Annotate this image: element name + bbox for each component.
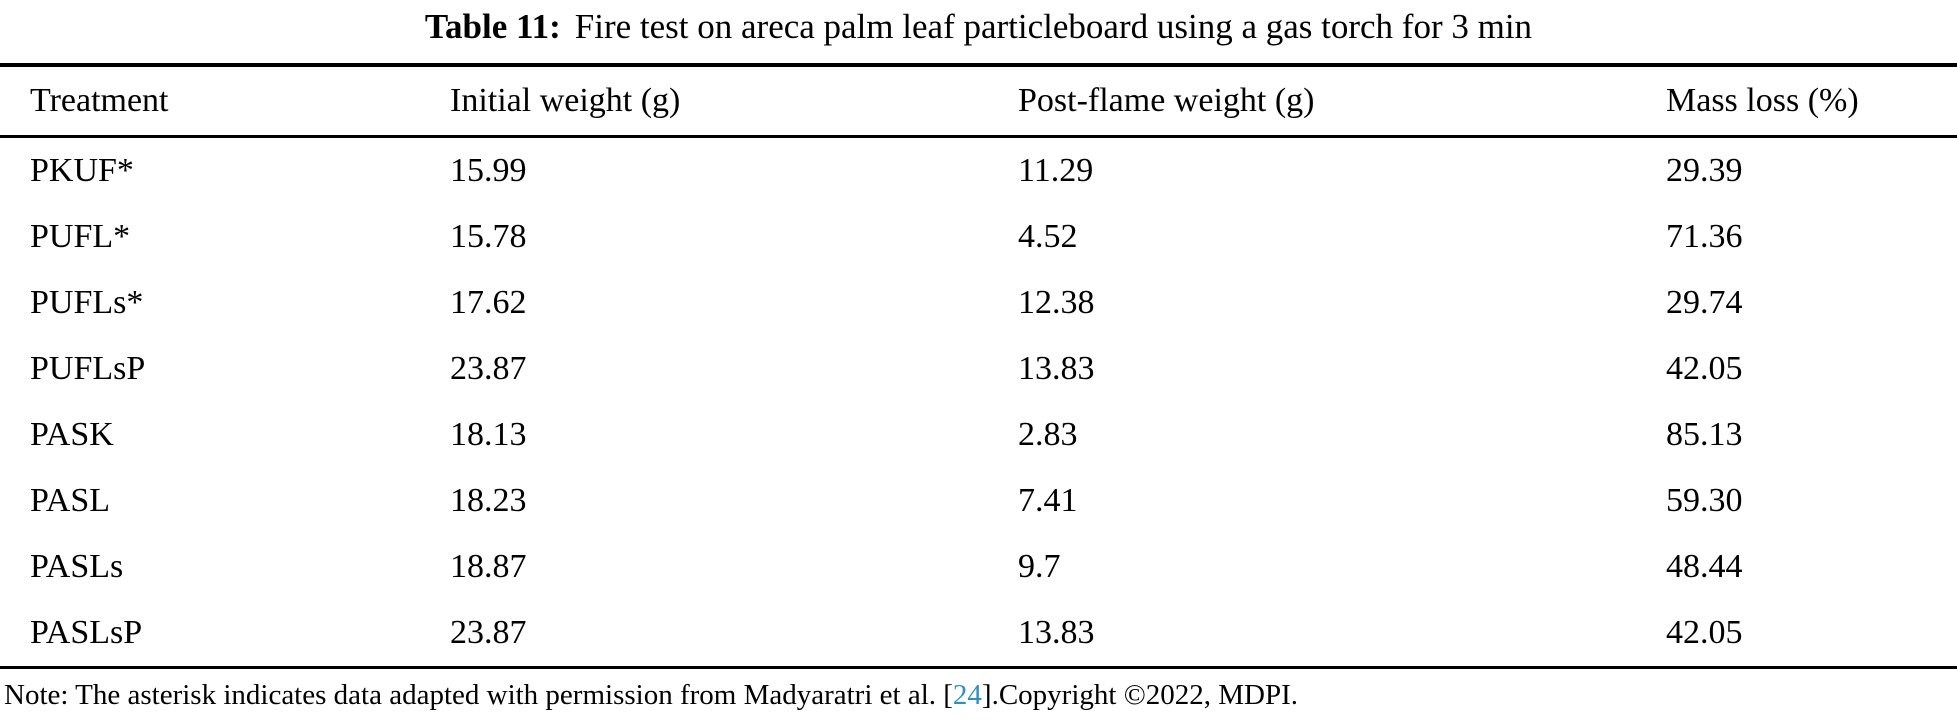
cell-post-flame-weight: 13.83 bbox=[1018, 614, 1095, 651]
cell-initial-weight: 18.87 bbox=[450, 548, 527, 585]
header-rule-divider bbox=[0, 135, 1957, 138]
bottom-rule-divider bbox=[0, 666, 1957, 669]
cell-post-flame-weight: 2.83 bbox=[1018, 416, 1078, 453]
cell-mass-loss: 42.05 bbox=[1666, 350, 1743, 387]
cell-treatment: PUFLs* bbox=[30, 284, 144, 321]
cell-initial-weight: 23.87 bbox=[450, 350, 527, 387]
citation-link[interactable]: 24 bbox=[952, 679, 982, 711]
cell-mass-loss: 29.74 bbox=[1666, 284, 1743, 321]
cell-initial-weight: 18.13 bbox=[450, 416, 527, 453]
cell-post-flame-weight: 13.83 bbox=[1018, 350, 1095, 387]
cell-mass-loss: 59.30 bbox=[1666, 482, 1743, 519]
column-header-initial-weight: Initial weight (g) bbox=[450, 82, 681, 119]
cell-treatment: PASL bbox=[30, 482, 111, 519]
cell-post-flame-weight: 4.52 bbox=[1018, 218, 1078, 255]
cell-treatment: PUFL* bbox=[30, 218, 131, 255]
cell-treatment: PASLsP bbox=[30, 614, 143, 651]
cell-treatment: PASK bbox=[30, 416, 114, 453]
table-note: Note: The asterisk indicates data adapte… bbox=[0, 669, 1957, 712]
cell-mass-loss: 85.13 bbox=[1666, 416, 1743, 453]
table-number: Table 11: bbox=[424, 7, 561, 46]
column-header-treatment: Treatment bbox=[30, 82, 169, 119]
cell-treatment: PUFLsP bbox=[30, 350, 146, 387]
cell-post-flame-weight: 7.41 bbox=[1018, 482, 1078, 519]
cell-initial-weight: 23.87 bbox=[450, 614, 527, 651]
cell-post-flame-weight: 12.38 bbox=[1018, 284, 1095, 321]
table-note-text: Note: The asterisk indicates data adapte… bbox=[4, 679, 953, 711]
cell-initial-weight: 17.62 bbox=[450, 284, 527, 321]
cell-mass-loss: 71.36 bbox=[1666, 218, 1743, 255]
data-table: Treatment Initial weight (g) Post-flame … bbox=[0, 67, 1957, 135]
cell-post-flame-weight: 11.29 bbox=[1018, 152, 1094, 189]
column-header-mass-loss: Mass loss (%) bbox=[1666, 82, 1859, 119]
cell-mass-loss: 42.05 bbox=[1666, 614, 1743, 651]
cell-mass-loss: 29.39 bbox=[1666, 152, 1743, 189]
column-header-post-flame-weight: Post-flame weight (g) bbox=[1018, 82, 1315, 119]
cell-initial-weight: 15.99 bbox=[450, 152, 527, 189]
cell-treatment: PASLs bbox=[30, 548, 124, 585]
table-body: PKUF* 15.99 11.29 29.39 PUFL* 15.78 4.52… bbox=[0, 138, 1957, 666]
table-caption: Table 11: Fire test on areca palm leaf pa… bbox=[0, 0, 1957, 63]
table-caption-text: Fire test on areca palm leaf particleboa… bbox=[574, 7, 1533, 46]
cell-treatment: PKUF* bbox=[30, 152, 134, 189]
cell-initial-weight: 18.23 bbox=[450, 482, 527, 519]
cell-post-flame-weight: 9.7 bbox=[1018, 548, 1061, 585]
cell-initial-weight: 15.78 bbox=[450, 218, 527, 255]
cell-mass-loss: 48.44 bbox=[1666, 548, 1743, 585]
table-note-copyright: ].Copyright ©2022, MDPI. bbox=[981, 679, 1298, 711]
top-rule-divider bbox=[0, 63, 1957, 67]
